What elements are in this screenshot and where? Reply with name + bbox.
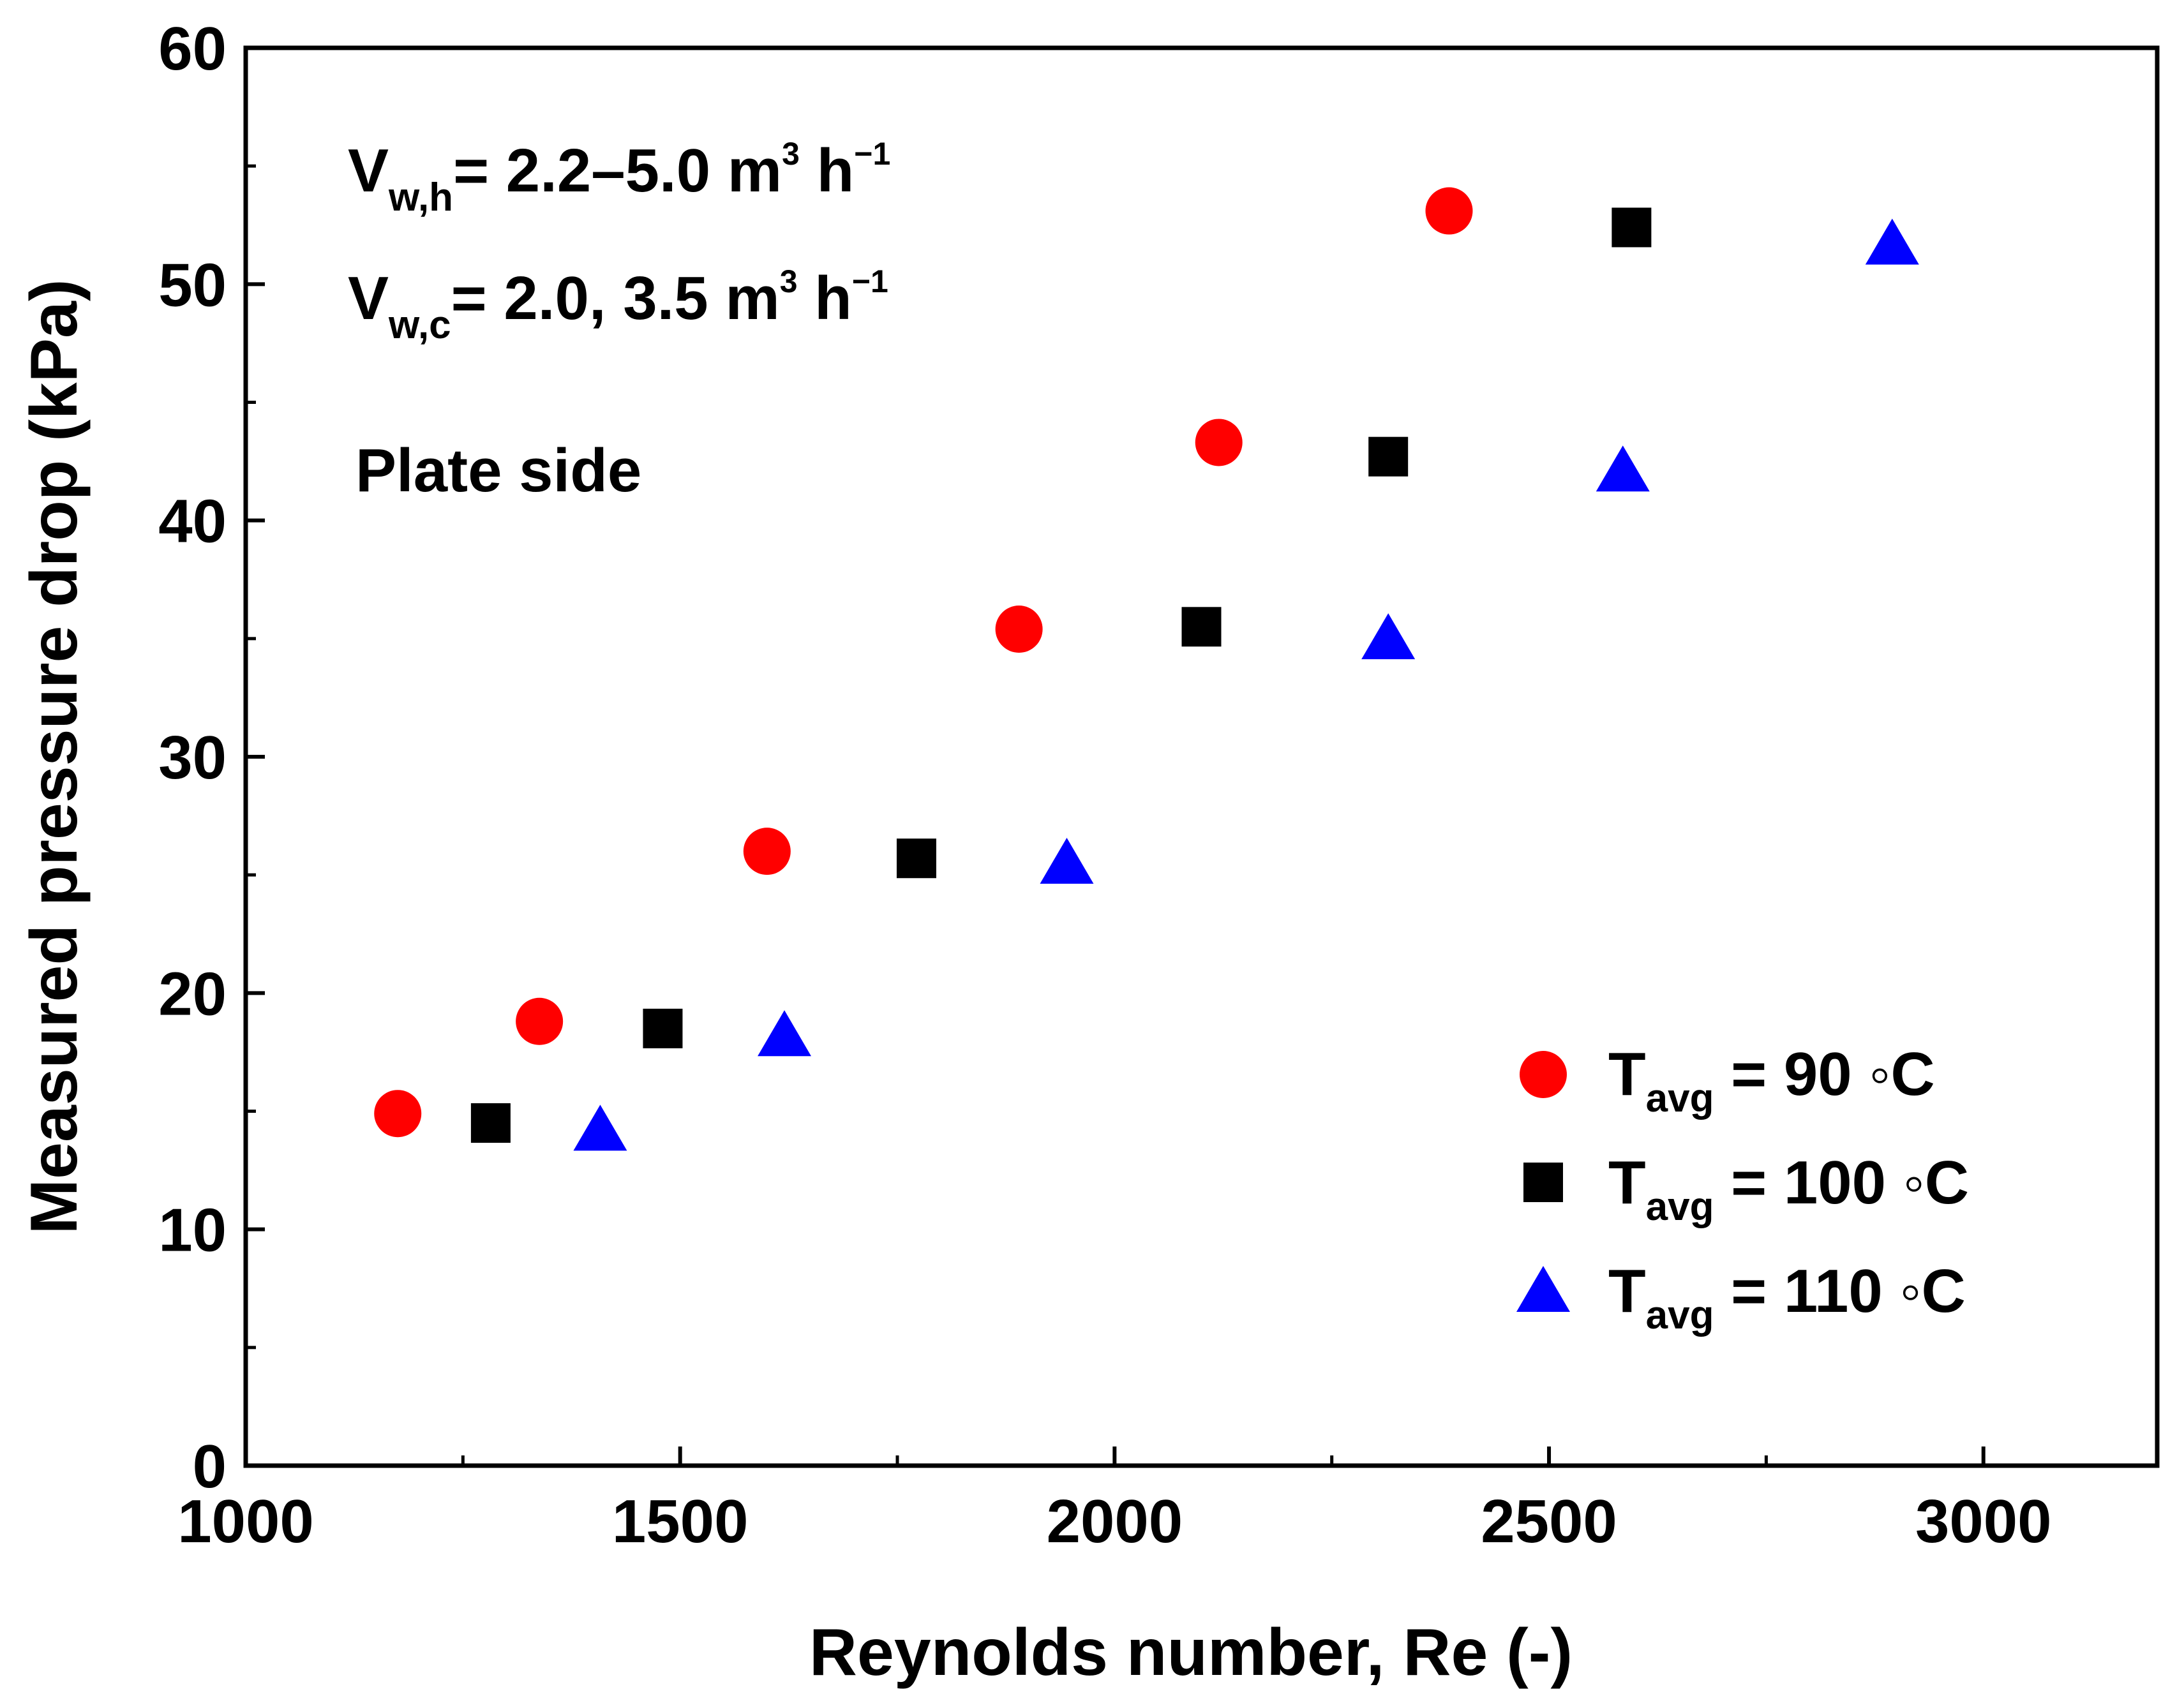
data-point-triangle [573, 1104, 627, 1151]
data-point-circle [743, 828, 791, 875]
y-tick-label: 20 [158, 960, 227, 1028]
data-point-circle [374, 1090, 422, 1138]
x-tick-label: 3000 [1915, 1487, 2052, 1556]
data-point-square [896, 838, 936, 879]
data-point-circle [995, 606, 1043, 653]
data-point-triangle [758, 1010, 812, 1057]
annotation-flow-cold: Vw,c= 2.0, 3.5 m3 h−1 [348, 264, 888, 347]
y-tick-label: 50 [158, 251, 227, 319]
legend-marker-circle [1520, 1051, 1567, 1098]
annotation-plate-side: Plate side [355, 436, 641, 505]
y-tick-label: 30 [158, 724, 227, 792]
data-point-square [1368, 436, 1409, 477]
legend-marker-triangle [1516, 1266, 1570, 1312]
data-series [374, 187, 1919, 1151]
y-tick-label: 0 [193, 1432, 227, 1501]
data-point-circle [1195, 419, 1243, 466]
x-axis-title: Reynolds number, Re (-) [809, 1616, 1573, 1690]
legend: Tavg = 90 ◦C Tavg = 100 ◦C Tavg = 110 ◦C [1516, 1040, 1969, 1337]
legend-label-110: Tavg = 110 ◦C [1608, 1257, 1966, 1337]
x-axis: 1000 1500 2000 2500 3000 [177, 1446, 2052, 1556]
x-tick-label: 2500 [1481, 1487, 1617, 1556]
y-axis: 0 10 20 30 40 50 60 [158, 15, 265, 1501]
y-axis-title: Measured pressure drop (kPa) [17, 279, 91, 1235]
data-point-circle [1425, 187, 1473, 235]
data-point-triangle [1865, 218, 1919, 265]
annotation-flow-hot: Vw,h= 2.2–5.0 m3 h−1 [348, 136, 890, 219]
data-point-square [1612, 207, 1652, 248]
legend-label-90: Tavg = 90 ◦C [1608, 1040, 1935, 1120]
x-tick-label: 2000 [1047, 1487, 1183, 1556]
data-point-square [470, 1103, 511, 1143]
legend-label-100: Tavg = 100 ◦C [1608, 1149, 1969, 1229]
y-tick-label: 60 [158, 15, 227, 83]
x-tick-label: 1000 [177, 1487, 314, 1556]
data-point-circle [516, 997, 564, 1045]
data-point-triangle [1040, 837, 1094, 884]
y-tick-label: 10 [158, 1196, 227, 1265]
legend-marker-square [1523, 1163, 1563, 1202]
data-point-triangle [1361, 613, 1416, 660]
data-point-triangle [1596, 445, 1650, 492]
x-tick-label: 1500 [612, 1487, 749, 1556]
y-tick-label: 40 [158, 487, 227, 556]
data-point-square [643, 1008, 683, 1048]
data-point-square [1181, 607, 1222, 647]
